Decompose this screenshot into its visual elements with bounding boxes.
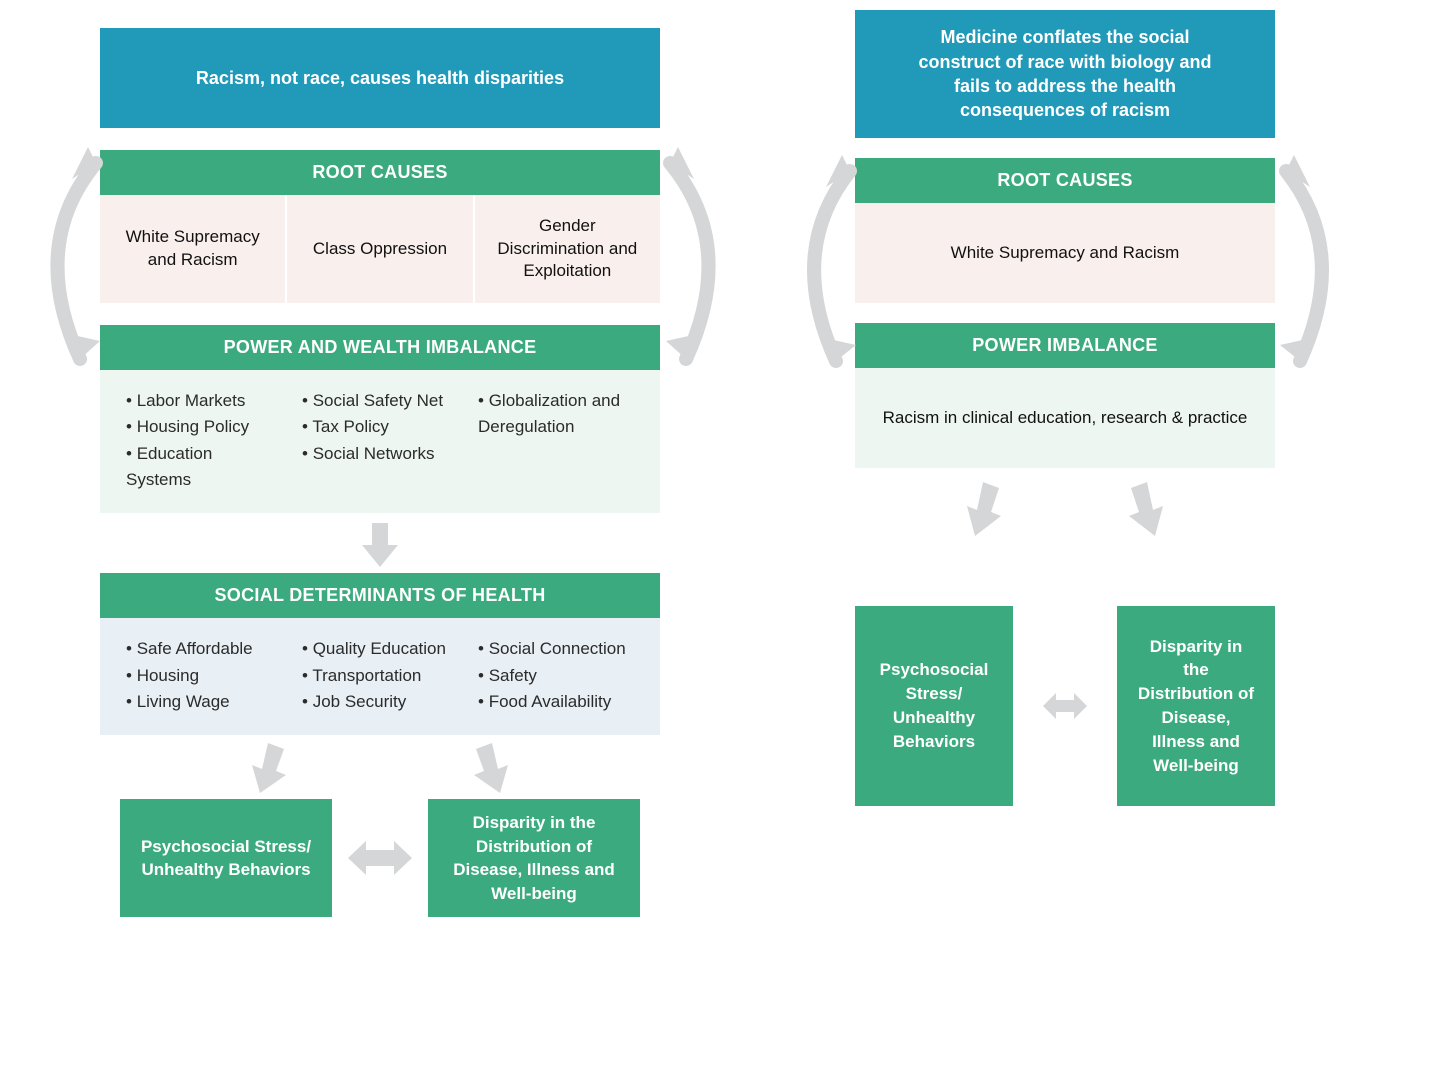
left-root-causes: ROOT CAUSES White Supremacy and Racism C… — [100, 150, 660, 303]
left-power-section: POWER AND WEALTH IMBALANCE Labor Markets… — [100, 325, 660, 513]
right-column: Medicine conflates the social construct … — [855, 10, 1275, 806]
right-power-section: POWER IMBALANCE Racism in clinical educa… — [855, 323, 1275, 468]
curve-arrow-left-inner-icon — [656, 145, 756, 375]
list-item: Safe Affordable — [126, 636, 282, 662]
left-sdoh-col-2: Social Connection Safety Food Availabili… — [478, 636, 634, 715]
list-item: Housing — [126, 663, 282, 689]
left-root-item-0: White Supremacy and Racism — [100, 195, 285, 303]
left-sdoh-body: Safe Affordable Housing Living Wage Qual… — [100, 618, 660, 735]
list-item: Job Security — [302, 689, 458, 715]
left-power-body: Labor Markets Housing Policy Education S… — [100, 370, 660, 513]
list-item: Social Connection — [478, 636, 634, 662]
split-arrows-left — [160, 743, 600, 793]
curve-arrow-right-outer-icon — [770, 155, 864, 375]
left-root-item-1: Class Oppression — [285, 195, 472, 303]
arrow-down-left-icon — [961, 482, 1009, 536]
left-power-col-2: Globalization and Deregulation — [478, 388, 634, 493]
list-item: Safety — [478, 663, 634, 689]
left-outcome-b: Disparity in the Distribution of Disease… — [428, 799, 640, 917]
list-item: Food Availability — [478, 689, 634, 715]
left-power-col-0: Labor Markets Housing Policy Education S… — [126, 388, 282, 493]
left-power-col-1: Social Safety Net Tax Policy Social Netw… — [302, 388, 458, 493]
list-item: Social Safety Net — [302, 388, 458, 414]
list-item: Social Networks — [302, 441, 458, 467]
curve-arrow-left-outer-icon — [10, 145, 110, 375]
list-item: Tax Policy — [302, 414, 458, 440]
left-sdoh-header: SOCIAL DETERMINANTS OF HEALTH — [100, 573, 660, 618]
left-power-header: POWER AND WEALTH IMBALANCE — [100, 325, 660, 370]
list-item: Housing Policy — [126, 414, 282, 440]
list-item: Living Wage — [126, 689, 282, 715]
double-arrow-icon — [1043, 693, 1087, 719]
list-item: Quality Education — [302, 636, 458, 662]
list-item: Globalization and Deregulation — [478, 388, 634, 441]
right-outcome-a: Psychosocial Stress/ Unhealthy Behaviors — [855, 606, 1013, 806]
list-item: Education Systems — [126, 441, 282, 494]
right-root-causes: ROOT CAUSES White Supremacy and Racism — [855, 158, 1275, 303]
right-outcome-b: Disparity in the Distribution of Disease… — [1117, 606, 1275, 806]
left-root-header: ROOT CAUSES — [100, 150, 660, 195]
arrow-down-right-icon — [466, 743, 514, 793]
left-column: Racism, not race, causes health disparit… — [100, 28, 660, 917]
left-root-body: White Supremacy and Racism Class Oppress… — [100, 195, 660, 303]
left-sdoh-section: SOCIAL DETERMINANTS OF HEALTH Safe Affor… — [100, 573, 660, 735]
right-outcomes: Psychosocial Stress/ Unhealthy Behaviors… — [855, 606, 1275, 806]
double-arrow-icon — [348, 841, 412, 875]
right-root-body: White Supremacy and Racism — [855, 203, 1275, 303]
left-outcomes: Psychosocial Stress/ Unhealthy Behaviors… — [100, 799, 660, 917]
left-outcome-a: Psychosocial Stress/ Unhealthy Behaviors — [120, 799, 332, 917]
right-banner: Medicine conflates the social construct … — [855, 10, 1275, 138]
split-arrows-right — [905, 482, 1225, 536]
left-sdoh-col-1: Quality Education Transportation Job Sec… — [302, 636, 458, 715]
list-item: Labor Markets — [126, 388, 282, 414]
right-root-header: ROOT CAUSES — [855, 158, 1275, 203]
right-power-body: Racism in clinical education, research &… — [855, 368, 1275, 468]
right-root-item-0: White Supremacy and Racism — [855, 203, 1275, 303]
left-banner: Racism, not race, causes health disparit… — [100, 28, 660, 128]
arrow-down-left-icon — [246, 743, 294, 793]
left-root-item-2: Gender Discrimination and Exploitation — [473, 195, 660, 303]
list-item: Transportation — [302, 663, 458, 689]
arrow-down-right-icon — [1121, 482, 1169, 536]
right-power-header: POWER IMBALANCE — [855, 323, 1275, 368]
left-sdoh-col-0: Safe Affordable Housing Living Wage — [126, 636, 282, 715]
arrow-down-icon — [100, 523, 660, 567]
curve-arrow-right-inner-icon — [1272, 155, 1366, 375]
